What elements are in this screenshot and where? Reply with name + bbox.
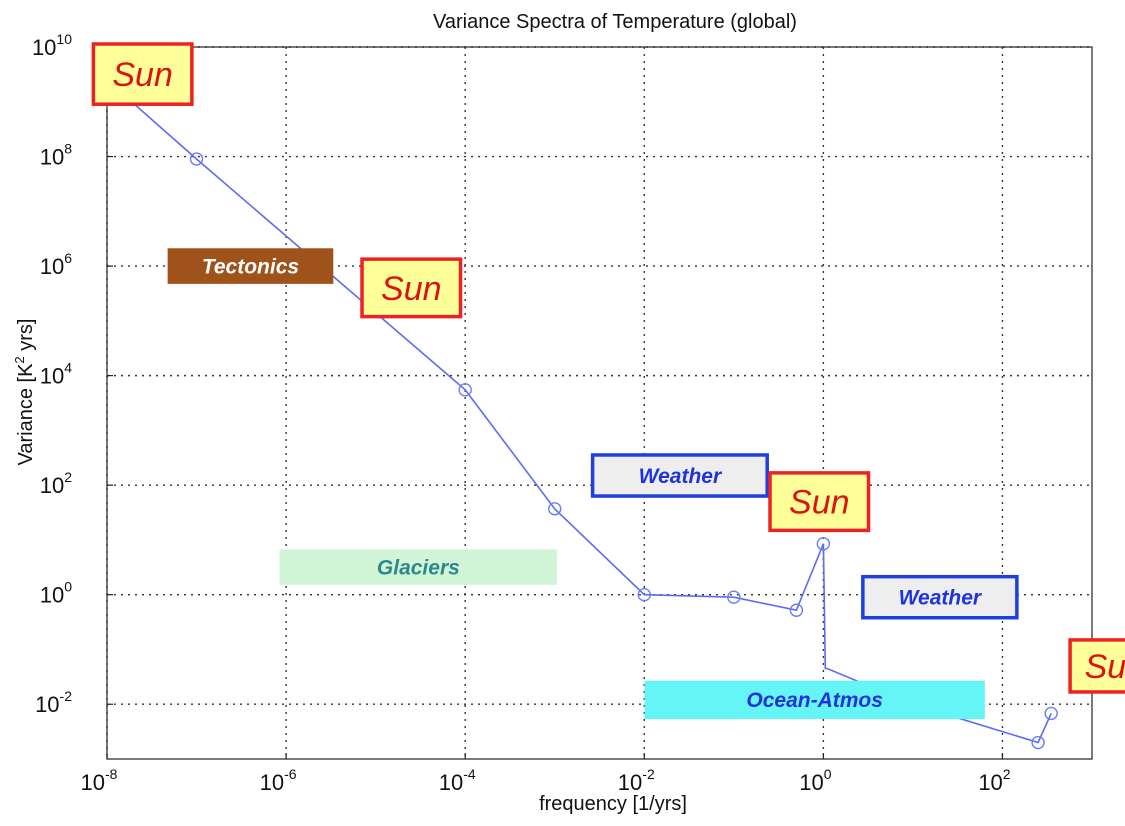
y-axis-label-superscript: 2 bbox=[12, 356, 27, 363]
x-tick-label: 10-2 bbox=[618, 766, 655, 795]
data-point-marker bbox=[789, 603, 804, 617]
x-axis-label: frequency [1/yrs] bbox=[539, 793, 687, 815]
annotation-label: Weather bbox=[639, 465, 723, 488]
annotation-box bbox=[590, 453, 769, 498]
annotation-weather: Weather bbox=[861, 574, 1019, 620]
annotation-ocean-atmos: Ocean-Atmos bbox=[644, 680, 985, 720]
series-line bbox=[106, 79, 1052, 744]
y-tick-label: 1010 bbox=[32, 31, 72, 60]
data-series bbox=[100, 73, 1058, 750]
annotations: Sun Tectonics Sun Weather Glaciers Sun Weather… bbox=[91, 42, 1125, 720]
x-tick-label: 10-8 bbox=[81, 766, 118, 795]
annotation-box bbox=[644, 680, 985, 720]
annotation-sun: Sun bbox=[768, 471, 871, 533]
y-tick-label: 104 bbox=[40, 360, 72, 389]
y-tick-label: 108 bbox=[40, 141, 72, 170]
y-tick-label: 106 bbox=[40, 250, 72, 279]
data-point-marker bbox=[1031, 735, 1045, 750]
annotation-box bbox=[1068, 638, 1125, 694]
annotation-label: Sun bbox=[789, 484, 850, 522]
annotation-box bbox=[768, 471, 871, 533]
y-tick-label: 102 bbox=[40, 469, 72, 498]
y-tick-label: 100 bbox=[40, 579, 72, 608]
x-tick-label: 102 bbox=[978, 766, 1010, 795]
y-axis-label: Variance [K2 yrs] bbox=[12, 319, 37, 466]
plot-frame bbox=[106, 46, 1093, 760]
data-point-marker bbox=[189, 152, 204, 166]
y-axis-label-suffix: yrs] bbox=[15, 319, 37, 357]
annotation-tectonics: Tectonics bbox=[167, 248, 334, 284]
annotation-sun: Sun bbox=[1068, 638, 1125, 694]
annotation-label: Weather bbox=[899, 587, 983, 610]
data-point-marker bbox=[637, 587, 651, 602]
x-tick-label: 100 bbox=[799, 766, 831, 795]
annotation-box bbox=[861, 574, 1019, 620]
annotation-box bbox=[360, 257, 463, 319]
grid-lines bbox=[106, 46, 1092, 759]
annotation-label: Sun bbox=[381, 270, 442, 308]
annotation-box bbox=[91, 42, 194, 106]
annotation-label: Sun bbox=[112, 56, 173, 94]
annotation-label: Glaciers bbox=[377, 556, 460, 579]
y-tick-label: 10-2 bbox=[35, 688, 72, 717]
data-point-marker bbox=[548, 502, 562, 516]
data-point-marker bbox=[458, 383, 472, 397]
data-point-marker bbox=[1044, 706, 1058, 721]
x-tick-label: 10-4 bbox=[439, 766, 476, 795]
data-point-marker bbox=[816, 537, 831, 551]
annotation-weather: Weather bbox=[590, 453, 769, 498]
annotation-box bbox=[279, 549, 558, 585]
annotation-label: Tectonics bbox=[202, 255, 299, 278]
x-tick-label: 10-6 bbox=[260, 766, 297, 795]
annotation-box bbox=[167, 248, 334, 284]
annotation-sun: Sun bbox=[360, 257, 463, 319]
annotation-sun: Sun bbox=[91, 42, 194, 106]
chart-title: Variance Spectra of Temperature (global) bbox=[433, 11, 797, 33]
y-axis-label-prefix: Variance [K bbox=[15, 363, 37, 466]
annotation-glaciers: Glaciers bbox=[279, 549, 558, 585]
axis-ticks: 10-8 10-6 10-4 10-2 100 102 1010 108 106 104 102 10… bbox=[32, 31, 1011, 795]
annotation-label: Ocean-Atmos bbox=[746, 689, 883, 712]
annotation-label: Sun bbox=[1085, 648, 1125, 686]
data-point-marker bbox=[727, 590, 741, 604]
